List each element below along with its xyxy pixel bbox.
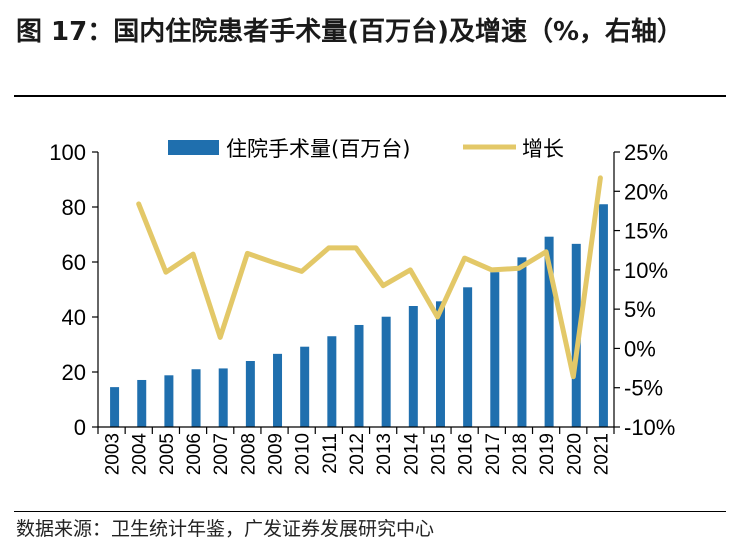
bar-2010: [300, 346, 310, 427]
bar-2013: [381, 316, 391, 427]
bar-2009: [273, 353, 283, 427]
x-tick-label-2012: 2012: [347, 433, 368, 475]
x-tick-label-2004: 2004: [130, 433, 151, 476]
left-tick-label-60: 60: [62, 250, 86, 275]
bar-2015: [435, 301, 445, 427]
bar-2004: [137, 379, 147, 427]
growth-line: [136, 175, 603, 380]
right-tick-label-20%: 20%: [624, 179, 668, 204]
x-tick-label-2010: 2010: [293, 433, 314, 475]
bar-2014: [408, 306, 418, 427]
bar-2016: [463, 287, 473, 427]
chart-title: 图 17：国内住院患者手术量(百万台)及增速（%，右轴）: [16, 17, 684, 47]
bar-2017: [490, 272, 500, 427]
x-tick-label-2011: 2011: [320, 433, 341, 474]
legend-bar-label: 住院手术量(百万台): [226, 137, 410, 161]
left-tick-label-0: 0: [74, 415, 86, 440]
bar-2003: [110, 387, 120, 427]
x-tick-label-2013: 2013: [374, 433, 395, 475]
x-tick-label-2020: 2020: [564, 433, 585, 475]
x-tick-label-2009: 2009: [266, 433, 287, 475]
x-tick-label-2006: 2006: [184, 433, 205, 475]
x-tick-label-2017: 2017: [483, 433, 504, 475]
right-tick-label-15%: 15%: [624, 219, 668, 244]
title-divider: [14, 95, 726, 97]
right-tick-label-10%: 10%: [624, 258, 668, 283]
left-tick-label-100: 100: [49, 140, 86, 165]
right-tick-label--10%: -10%: [624, 415, 675, 440]
right-tick-label-25%: 25%: [624, 140, 668, 165]
bar-2020: [571, 243, 581, 427]
legend: 住院手术量(百万台) 增长: [168, 137, 564, 161]
right-tick-label-5%: 5%: [624, 297, 656, 322]
x-tick-label-2019: 2019: [537, 433, 558, 475]
source-note: 数据来源：卫生统计年鉴，广发证券发展研究中心: [16, 518, 435, 540]
x-tick-label-2003: 2003: [103, 433, 124, 475]
bar-2018: [517, 257, 527, 427]
bar-2006: [191, 369, 201, 427]
plot-area: [110, 175, 608, 427]
axes: 0 20 40 60 80 100 -10% -5% 0% 5% 10% 15% 20% 25% 2003 2…: [49, 140, 675, 475]
legend-line-label: 增长: [522, 137, 564, 161]
bar-2005: [164, 375, 174, 427]
source-divider: [14, 511, 726, 512]
x-tick-label-2018: 2018: [510, 433, 531, 475]
left-tick-label-80: 80: [62, 195, 86, 220]
bar-2011: [327, 336, 337, 427]
x-tick-label-2005: 2005: [157, 433, 178, 475]
left-tick-label-20: 20: [62, 360, 86, 385]
bar-2021: [598, 204, 608, 427]
x-tick-label-2021: 2021: [591, 433, 612, 475]
x-tick-label-2016: 2016: [456, 433, 477, 475]
x-tick-label-2014: 2014: [401, 433, 422, 476]
bar-2008: [245, 361, 255, 427]
x-tick-label-2007: 2007: [211, 433, 232, 475]
bar-2019: [544, 236, 554, 427]
x-tick-label-2008: 2008: [238, 433, 259, 475]
left-tick-label-40: 40: [62, 305, 86, 330]
right-tick-label--5%: -5%: [624, 376, 663, 401]
x-tick-label-2015: 2015: [428, 433, 449, 475]
right-tick-label-0%: 0%: [624, 336, 656, 361]
bar-2007: [218, 368, 228, 427]
bar-2012: [354, 324, 364, 427]
legend-bar-swatch: [168, 140, 219, 155]
